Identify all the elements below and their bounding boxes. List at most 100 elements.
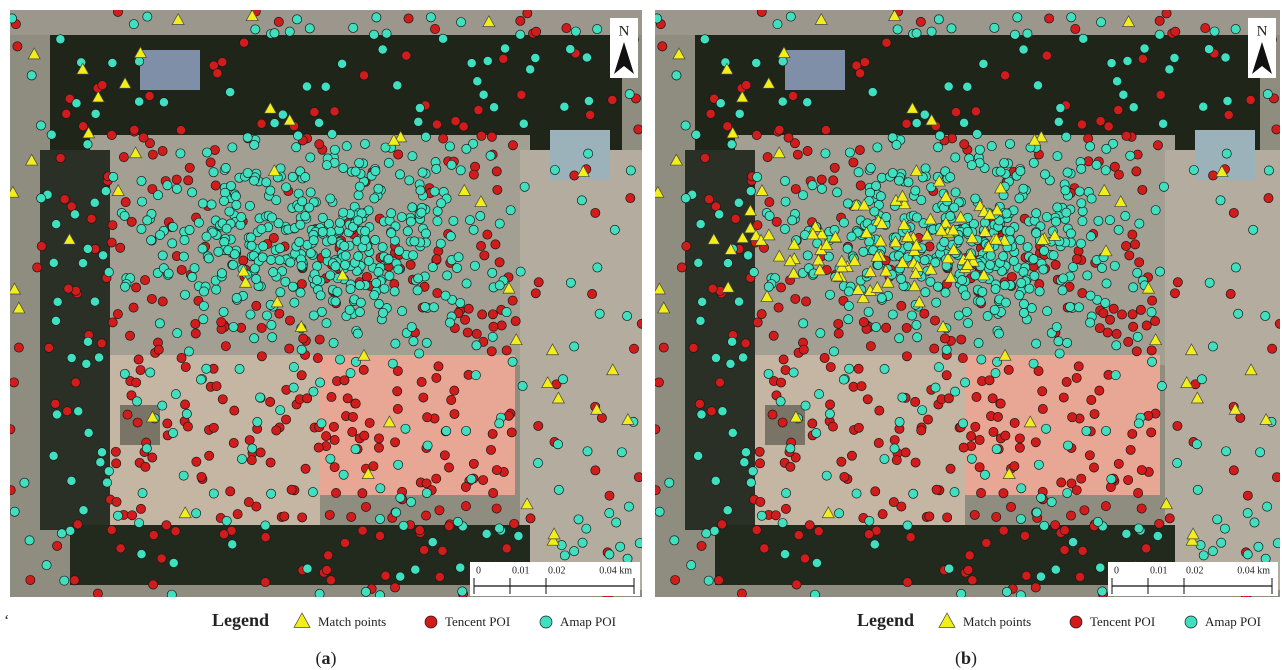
tencent-poi: [776, 283, 785, 292]
amap-poi: [812, 428, 821, 437]
legend-label: Tencent POI: [445, 614, 510, 629]
amap-poi: [582, 53, 591, 62]
tencent-poi: [488, 310, 497, 319]
tencent-poi: [890, 435, 899, 444]
tencent-poi: [1124, 337, 1133, 346]
tencent-poi: [1038, 387, 1047, 396]
north-label: N: [1257, 23, 1268, 39]
tencent-poi: [902, 119, 911, 128]
tencent-poi: [988, 394, 997, 403]
amap-poi: [138, 489, 147, 498]
amap-poi: [1016, 591, 1025, 600]
amap-poi: [593, 263, 602, 272]
tencent-poi: [834, 319, 843, 328]
amap-poi: [179, 471, 188, 480]
amap-poi: [67, 476, 76, 485]
amap-poi: [516, 30, 525, 39]
amap-poi: [342, 141, 351, 150]
amap-poi: [773, 20, 782, 29]
amap-poi: [1204, 45, 1213, 54]
tencent-poi: [1264, 193, 1273, 202]
tencent-poi: [197, 472, 206, 481]
amap-poi: [42, 560, 51, 569]
amap-poi: [237, 212, 246, 221]
tencent-poi: [659, 343, 668, 352]
amap-poi: [397, 306, 406, 315]
tencent-poi: [229, 438, 238, 447]
tencent-poi: [502, 346, 511, 355]
amap-poi: [778, 97, 787, 106]
amap-poi: [1254, 542, 1263, 551]
amap-poi: [1102, 279, 1111, 288]
amap-poi: [375, 591, 384, 600]
tencent-poi: [654, 378, 663, 387]
amap-poi: [52, 220, 61, 229]
amap-poi: [844, 301, 853, 310]
amap-poi: [961, 291, 970, 300]
tencent-poi: [1147, 428, 1156, 437]
amap-poi: [1193, 485, 1202, 494]
tencent-poi: [562, 23, 571, 32]
amap-poi: [990, 305, 999, 314]
amap-poi: [90, 297, 99, 306]
amap-poi: [413, 286, 422, 295]
amap-poi: [999, 252, 1008, 261]
amap-poi: [752, 58, 761, 67]
tencent-poi: [233, 510, 242, 519]
amap-poi: [305, 24, 314, 33]
tencent-poi: [970, 510, 979, 519]
amap-poi: [250, 334, 259, 343]
tencent-poi: [1045, 14, 1054, 23]
amap-poi: [437, 199, 446, 208]
amap-poi: [994, 329, 1003, 338]
tencent-poi: [450, 386, 459, 395]
tencent-poi: [6, 486, 15, 495]
amap-poi: [355, 307, 364, 316]
amap-poi: [1076, 239, 1085, 248]
amap-poi: [346, 369, 355, 378]
tencent-poi: [266, 397, 275, 406]
amap-poi: [1001, 298, 1010, 307]
amap-poi: [933, 282, 942, 291]
amap-poi: [321, 249, 330, 258]
amap-poi: [967, 161, 976, 170]
tencent-poi: [432, 474, 441, 483]
tencent-poi: [191, 329, 200, 338]
tencent-poi: [130, 125, 139, 134]
tencent-poi: [951, 108, 960, 117]
amap-poi: [947, 24, 956, 33]
tencent-poi: [181, 362, 190, 371]
tencent-poi: [140, 276, 149, 285]
caption-part: ): [971, 648, 977, 669]
tencent-poi: [854, 364, 863, 373]
amap-poi: [912, 29, 921, 38]
amap-poi: [1016, 514, 1025, 523]
amap-poi: [296, 220, 305, 229]
tencent-poi: [976, 488, 985, 497]
amap-poi: [315, 378, 324, 387]
amap-poi: [1053, 203, 1062, 212]
amap-poi: [812, 558, 821, 567]
amap-poi: [1019, 45, 1028, 54]
tencent-poi: [157, 554, 166, 563]
amap-poi: [476, 211, 485, 220]
amap-poi: [266, 255, 275, 264]
amap-poi: [489, 103, 498, 112]
amap-poi: [1017, 278, 1026, 287]
amap-poi: [94, 353, 103, 362]
amap-poi: [1101, 166, 1110, 175]
tencent-poi: [298, 513, 307, 522]
amap-poi: [616, 542, 625, 551]
amap-poi: [624, 502, 633, 511]
amap-poi: [414, 274, 423, 283]
tencent-poi: [510, 519, 519, 528]
amap-poi: [950, 488, 959, 497]
tencent-poi: [359, 71, 368, 80]
tencent-poi: [1077, 120, 1086, 129]
amap-poi: [188, 272, 197, 281]
amap-poi: [839, 375, 848, 384]
tencent-poi: [903, 577, 912, 586]
amap-poi: [397, 212, 406, 221]
amap-poi: [821, 149, 830, 158]
tencent-poi: [1236, 413, 1245, 422]
